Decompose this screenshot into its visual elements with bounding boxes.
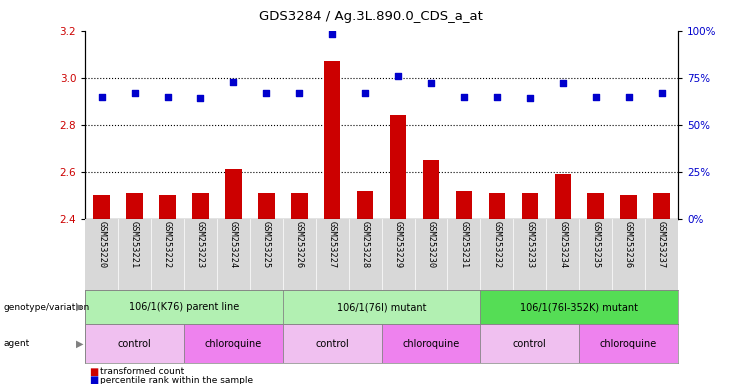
- Point: [392, 73, 404, 79]
- Text: control: control: [118, 339, 151, 349]
- Bar: [127, 193, 143, 219]
- Point: [326, 31, 338, 38]
- Point: [227, 78, 239, 84]
- Text: GSM253220: GSM253220: [97, 221, 106, 268]
- Point: [129, 90, 141, 96]
- Text: GSM253228: GSM253228: [361, 221, 370, 268]
- Bar: [192, 193, 209, 219]
- Text: GSM253231: GSM253231: [459, 221, 468, 268]
- Bar: [390, 115, 406, 219]
- Text: control: control: [316, 339, 349, 349]
- Point: [293, 90, 305, 96]
- Text: GSM253222: GSM253222: [163, 221, 172, 268]
- Text: agent: agent: [4, 339, 30, 348]
- Text: transformed count: transformed count: [100, 367, 185, 376]
- Bar: [93, 195, 110, 219]
- Bar: [579, 324, 678, 363]
- Bar: [522, 193, 538, 219]
- Point: [359, 90, 371, 96]
- Text: GSM253236: GSM253236: [624, 221, 633, 268]
- Bar: [456, 190, 472, 219]
- Text: GSM253224: GSM253224: [229, 221, 238, 268]
- Bar: [480, 290, 678, 324]
- Text: 106/1(76I-352K) mutant: 106/1(76I-352K) mutant: [520, 302, 638, 312]
- Text: percentile rank within the sample: percentile rank within the sample: [100, 376, 253, 384]
- Bar: [480, 324, 579, 363]
- Point: [556, 80, 568, 86]
- Bar: [283, 324, 382, 363]
- Text: GSM253226: GSM253226: [295, 221, 304, 268]
- Bar: [423, 160, 439, 219]
- Bar: [291, 193, 308, 219]
- Text: GSM253223: GSM253223: [196, 221, 205, 268]
- Point: [425, 80, 437, 86]
- Text: GSM253221: GSM253221: [130, 221, 139, 268]
- Text: 106/1(K76) parent line: 106/1(K76) parent line: [129, 302, 239, 312]
- Point: [590, 93, 602, 99]
- Point: [524, 95, 536, 101]
- Text: ▶: ▶: [76, 339, 84, 349]
- Point: [195, 95, 207, 101]
- Text: ■: ■: [89, 375, 98, 384]
- Bar: [283, 290, 480, 324]
- Text: control: control: [513, 339, 547, 349]
- Text: GSM253225: GSM253225: [262, 221, 271, 268]
- Bar: [225, 169, 242, 219]
- Point: [458, 93, 470, 99]
- Bar: [85, 324, 184, 363]
- Bar: [159, 195, 176, 219]
- Point: [162, 93, 173, 99]
- Text: chloroquine: chloroquine: [402, 339, 459, 349]
- Bar: [654, 193, 670, 219]
- Text: GSM253230: GSM253230: [427, 221, 436, 268]
- Point: [260, 90, 272, 96]
- Bar: [488, 193, 505, 219]
- Text: GSM253235: GSM253235: [591, 221, 600, 268]
- Text: chloroquine: chloroquine: [600, 339, 657, 349]
- Bar: [184, 324, 283, 363]
- Text: 106/1(76I) mutant: 106/1(76I) mutant: [337, 302, 426, 312]
- Bar: [324, 61, 340, 219]
- Text: genotype/variation: genotype/variation: [4, 303, 90, 312]
- Bar: [357, 190, 373, 219]
- Text: GSM253232: GSM253232: [492, 221, 502, 268]
- Text: GSM253233: GSM253233: [525, 221, 534, 268]
- Point: [622, 93, 634, 99]
- Point: [656, 90, 668, 96]
- Point: [491, 93, 503, 99]
- Text: GDS3284 / Ag.3L.890.0_CDS_a_at: GDS3284 / Ag.3L.890.0_CDS_a_at: [259, 10, 482, 23]
- Bar: [258, 193, 275, 219]
- Text: ▶: ▶: [76, 302, 84, 312]
- Bar: [620, 195, 637, 219]
- Bar: [382, 324, 480, 363]
- Text: ■: ■: [89, 367, 98, 377]
- Text: chloroquine: chloroquine: [205, 339, 262, 349]
- Text: GSM253227: GSM253227: [328, 221, 336, 268]
- Bar: [85, 290, 283, 324]
- Bar: [588, 193, 604, 219]
- Text: GSM253234: GSM253234: [558, 221, 568, 268]
- Text: GSM253229: GSM253229: [393, 221, 402, 268]
- Text: GSM253237: GSM253237: [657, 221, 666, 268]
- Point: [96, 93, 107, 99]
- Bar: [554, 174, 571, 219]
